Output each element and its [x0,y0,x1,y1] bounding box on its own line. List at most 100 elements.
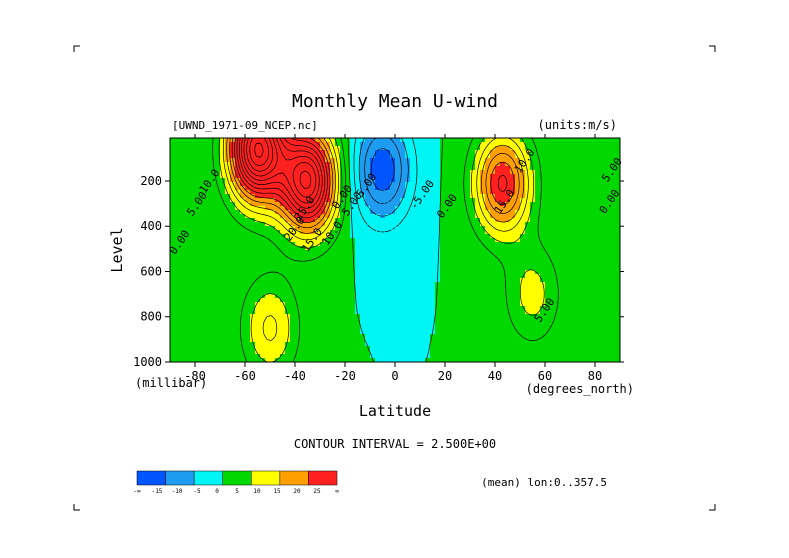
heat-cell [215,214,221,219]
heat-cell [190,326,196,331]
heat-cell [555,178,561,183]
heat-cell [315,186,321,191]
heat-cell [340,338,346,343]
heat-cell [355,210,361,215]
heat-cell [210,250,216,255]
heat-cell [400,330,406,335]
heat-cell [285,222,291,227]
heat-cell [370,214,376,219]
heat-cell [540,342,546,347]
heat-cell [600,154,606,159]
heat-cell [395,350,401,355]
heat-cell [210,262,216,267]
heat-cell [480,354,486,359]
heat-cell [535,318,541,323]
heat-cell [340,202,346,207]
heat-cell [430,266,436,271]
heat-cell [540,186,546,191]
heat-cell [385,334,391,339]
heat-cell [245,206,251,211]
heat-cell [380,234,386,239]
heat-cell [545,258,551,263]
heat-cell [180,254,186,259]
heat-cell [420,266,426,271]
heat-cell [315,326,321,331]
heat-cell [370,250,376,255]
heat-cell [445,186,451,191]
heat-cell [605,278,611,283]
heat-cell [430,270,436,275]
heat-cell [570,322,576,327]
heat-cell [485,290,491,295]
heat-cell [345,338,351,343]
heat-cell [180,342,186,347]
heat-cell [470,158,476,163]
heat-cell [610,198,616,203]
heat-cell [450,250,456,255]
heat-cell [205,342,211,347]
heat-cell [300,138,306,143]
heat-cell [325,230,331,235]
heat-cell [420,202,426,207]
heat-cell [545,306,551,311]
heat-cell [495,190,501,195]
heat-cell [210,218,216,223]
heat-cell [450,178,456,183]
heat-cell [275,278,281,283]
heat-cell [410,186,416,191]
heat-cell [490,330,496,335]
heat-cell [430,190,436,195]
heat-cell [280,162,286,167]
heat-cell [370,198,376,203]
heat-cell [515,182,521,187]
heat-cell [415,230,421,235]
heat-cell [350,314,356,319]
heat-cell [475,234,481,239]
heat-cell [515,322,521,327]
heat-cell [215,142,221,147]
heat-cell [430,142,436,147]
heat-cell [415,234,421,239]
heat-cell [205,198,211,203]
heat-cell [405,350,411,355]
heat-cell [175,242,181,247]
heat-cell [470,210,476,215]
heat-cell [270,254,276,259]
heat-cell [425,194,431,199]
heat-cell [395,282,401,287]
heat-cell [350,218,356,223]
heat-cell [590,254,596,259]
heat-cell [425,230,431,235]
heat-cell [415,322,421,327]
heat-cell [435,338,441,343]
heat-cell [350,214,356,219]
heat-cell [495,278,501,283]
heat-cell [445,194,451,199]
heat-cell [200,286,206,291]
heat-cell [335,142,341,147]
heat-cell [415,306,421,311]
heat-cell [315,350,321,355]
heat-cell [530,306,536,311]
heat-cell [580,166,586,171]
heat-cell [560,246,566,251]
heat-cell [325,250,331,255]
heat-cell [375,302,381,307]
heat-cell [265,254,271,259]
heat-cell [240,290,246,295]
heat-cell [460,350,466,355]
heat-cell [325,354,331,359]
heat-cell [605,318,611,323]
heat-cell [480,334,486,339]
heat-cell [355,142,361,147]
heat-cell [300,294,306,299]
heat-cell [495,322,501,327]
heat-cell [475,210,481,215]
heat-cell [240,226,246,231]
heat-cell [415,202,421,207]
heat-cell [590,282,596,287]
heat-cell [405,294,411,299]
heat-cell [420,282,426,287]
heat-cell [325,162,331,167]
heat-cell [450,166,456,171]
